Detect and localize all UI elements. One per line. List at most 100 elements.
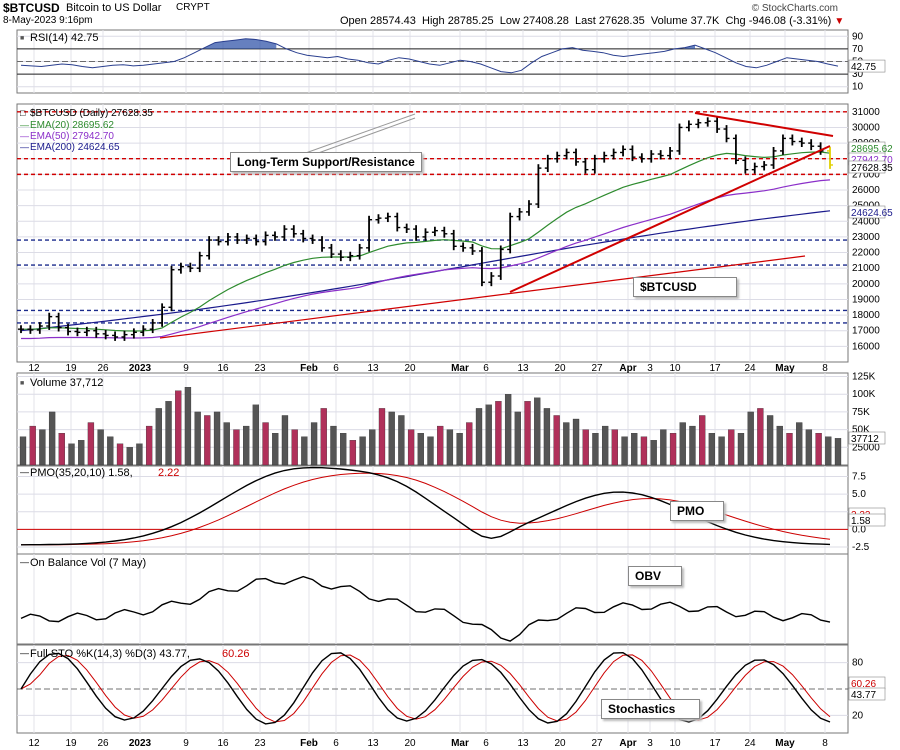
volume-bar	[281, 415, 289, 466]
y-tick-label-pmo: -2.5	[852, 542, 870, 553]
open-label: Open	[340, 15, 367, 27]
price-bar	[319, 236, 326, 252]
volume-bar	[776, 425, 783, 466]
volume-bar	[243, 425, 250, 466]
price-bar	[149, 319, 156, 334]
price-bar	[140, 325, 147, 337]
volume-bar	[805, 429, 813, 466]
stoch-d-last-label: 60.26	[851, 679, 876, 690]
ema50-last-label: 27942.70	[851, 155, 893, 166]
volume-bar	[631, 433, 638, 466]
y-tick-label-rsi: 10	[852, 82, 864, 93]
price-bar	[638, 153, 645, 163]
y-tick-label-pmo: 7.5	[852, 472, 866, 483]
price-bar	[130, 328, 137, 339]
volume-bar	[728, 429, 735, 466]
price-bar	[573, 148, 580, 166]
x-tick-label-bottom: 13	[367, 738, 379, 749]
volume-bar	[611, 429, 618, 466]
chart-subheader: 8-May-2023 9:16pm Open 28574.43 High 287…	[0, 15, 900, 29]
stoch-k-last-label-box	[848, 687, 886, 701]
price-bar	[450, 229, 457, 251]
ema20-swatch: —	[20, 120, 29, 130]
volume-bar	[398, 415, 405, 466]
price-bar	[112, 331, 119, 341]
price-legend-swatch: □	[20, 108, 26, 118]
y-tick-label-price: 30000	[852, 122, 880, 133]
price-bar	[384, 212, 391, 223]
last-label: Last	[574, 15, 596, 27]
price-bar	[234, 233, 241, 244]
volume-bar	[126, 447, 133, 466]
rsi-line	[20, 38, 839, 74]
ema20-line	[21, 151, 831, 332]
obv-legend: On Balance Vol (7 May)	[30, 557, 146, 569]
price-bar	[36, 322, 43, 334]
price-bar	[601, 151, 608, 163]
x-tick-label: 10	[669, 363, 681, 374]
price-bar	[224, 233, 231, 246]
volume-bar	[437, 425, 444, 466]
y-tick-label-price: 23000	[852, 232, 880, 243]
volume-bar	[524, 401, 531, 466]
ema200-last-label: 24624.65	[851, 208, 893, 219]
x-tick-label-bottom: 12	[28, 738, 40, 749]
price-bar	[488, 272, 495, 287]
y-tick-label-price: 24000	[852, 216, 880, 227]
volume-bar	[737, 433, 745, 466]
chart-date: 8-May-2023 9:16pm	[3, 15, 93, 26]
ema20-last-label: 28695.62	[851, 144, 893, 155]
x-tick-label: 9	[183, 363, 189, 374]
high-value: 28785.25	[447, 15, 494, 27]
x-tick-label: 17	[709, 363, 721, 374]
volume-bar	[320, 408, 327, 466]
price-bar	[159, 303, 166, 327]
volume-bar	[58, 433, 65, 466]
y-tick-label-vol: 50K	[852, 425, 870, 436]
price-bar	[798, 137, 805, 147]
volume-bar	[39, 429, 46, 466]
stoch-d-legend: 60.26	[222, 648, 250, 660]
x-tick-label: 6	[333, 363, 339, 374]
chg-label: Chg	[725, 15, 746, 27]
y-tick-label-pmo: 0.0	[852, 524, 866, 535]
price-bar	[648, 150, 655, 163]
volume-bar	[291, 429, 298, 466]
pointer-line-1	[299, 113, 416, 156]
price-bar	[215, 236, 222, 246]
volume-bar	[553, 415, 560, 466]
stoch-k-last-label: 43.77	[851, 690, 876, 701]
x-tick-label: 24	[744, 363, 756, 374]
volume-bar	[223, 422, 230, 466]
volume-bar	[504, 394, 512, 466]
volume-bar	[252, 404, 260, 466]
volume-bar	[495, 401, 502, 466]
price-bar	[497, 245, 504, 280]
chart-header: $BTCUSD Bitcoin to US Dollar CRYPT © Sto…	[0, 0, 900, 16]
volume-bar	[572, 418, 580, 466]
volume-bar	[592, 433, 599, 466]
price-bar	[714, 117, 721, 133]
x-tick-label-bottom: 6	[483, 738, 489, 749]
y-tick-label-vol: 125K	[852, 372, 876, 383]
pmo-legend: PMO(35,20,10) 1.58,	[30, 467, 133, 479]
x-tick-label-bottom: 19	[65, 738, 77, 749]
volume-bar	[340, 433, 347, 466]
price-bar	[375, 214, 382, 224]
price-last-label: 27628.35	[851, 163, 893, 174]
volume-bar	[272, 433, 279, 466]
x-tick-label-bottom: Apr	[619, 738, 636, 749]
price-bar	[271, 231, 278, 241]
price-bar	[544, 154, 551, 173]
x-tick-label: Feb	[300, 363, 318, 374]
price-bar	[554, 151, 561, 163]
x-tick-label-bottom: 20	[554, 738, 566, 749]
open-value: 28574.43	[369, 15, 416, 27]
high-label: High	[422, 15, 445, 27]
price-bar	[441, 226, 448, 238]
rising-trendline	[509, 145, 831, 293]
volume-bar	[78, 440, 85, 466]
rsi-overbought-fill	[204, 38, 277, 49]
volume-bar	[48, 411, 56, 466]
